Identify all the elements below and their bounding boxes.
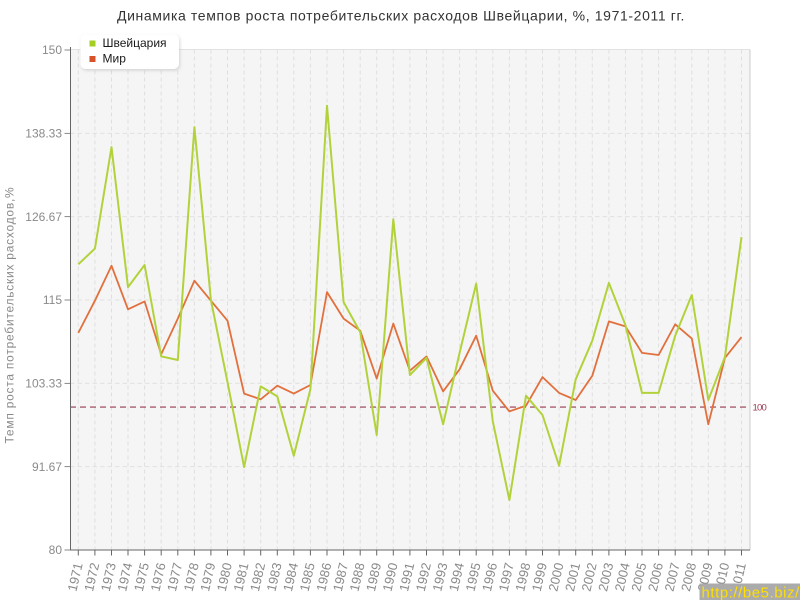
svg-text:150: 150 [42, 43, 62, 57]
svg-text:80: 80 [49, 543, 63, 557]
svg-text:126.67: 126.67 [25, 210, 62, 224]
svg-text:Мир: Мир [103, 52, 127, 66]
svg-text:138.33: 138.33 [25, 127, 62, 141]
svg-text:Динамика темпов роста потребит: Динамика темпов роста потребительских ра… [117, 8, 685, 24]
svg-text:http://be5.biz/: http://be5.biz/ [702, 585, 800, 601]
svg-text:100: 100 [753, 403, 767, 414]
svg-text:Швейцария: Швейцария [103, 36, 167, 50]
svg-text:91.67: 91.67 [32, 460, 62, 474]
svg-text:Темп роста потребительских рас: Темп роста потребительских расходов,% [3, 187, 17, 444]
svg-text:115: 115 [43, 293, 62, 307]
svg-text:103.33: 103.33 [25, 377, 62, 391]
